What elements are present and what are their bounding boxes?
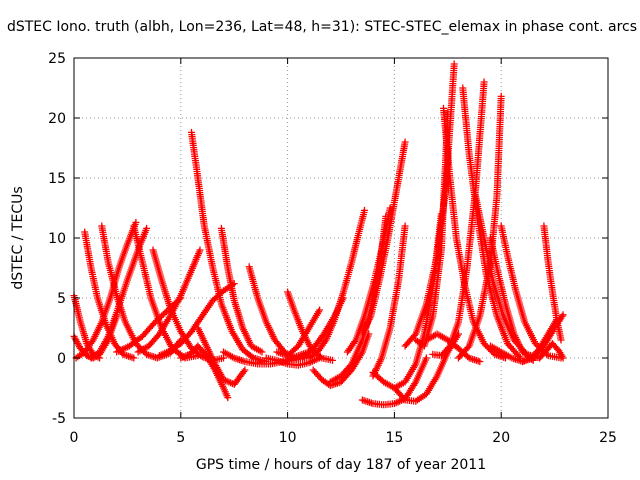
- data-series-21: [305, 206, 368, 362]
- data-series-27: [358, 354, 430, 409]
- series-markers: [113, 294, 185, 356]
- series-markers: [487, 234, 537, 364]
- data-series-41: [519, 316, 561, 366]
- data-series-24: [343, 204, 394, 356]
- series-markers: [540, 222, 565, 344]
- data-series-14: [217, 224, 266, 356]
- x-axis-label: GPS time / hours of day 187 of year 2011: [196, 457, 486, 473]
- series-markers: [305, 206, 368, 362]
- series-markers: [309, 330, 373, 390]
- data-series-5: [87, 224, 151, 362]
- data-series-13: [194, 324, 249, 388]
- data-series-10: [155, 280, 238, 360]
- y-axis-label: dSTEC / TECUs: [10, 186, 26, 289]
- x-tick-label: 15: [385, 430, 403, 446]
- y-tick-label: 5: [57, 291, 66, 307]
- data-series-25: [358, 138, 409, 338]
- data-series-22: [309, 330, 373, 390]
- series-markers: [343, 204, 394, 356]
- x-tick-label: 5: [176, 430, 185, 446]
- grid-layer: [74, 58, 608, 418]
- series-markers: [217, 224, 266, 356]
- chart-title: dSTEC Iono. truth (albh, Lon=236, Lat=48…: [7, 19, 637, 35]
- data-series-31: [412, 108, 452, 350]
- series-markers: [358, 138, 409, 338]
- series-markers: [262, 354, 324, 369]
- series-markers: [358, 354, 430, 409]
- series-markers: [369, 222, 409, 380]
- series-markers: [536, 340, 567, 362]
- x-tick-label: 0: [70, 430, 79, 446]
- data-series-11: [188, 128, 270, 366]
- data-series-19: [273, 306, 324, 360]
- x-tick-label: 25: [599, 430, 617, 446]
- series-markers: [87, 224, 151, 362]
- data-series-43: [536, 340, 567, 362]
- data-series-17: [262, 354, 324, 369]
- series-markers: [273, 306, 324, 360]
- y-tick-label: 25: [48, 51, 66, 67]
- x-tick-label: 10: [279, 430, 297, 446]
- data-series-42: [540, 222, 565, 344]
- data-layer: [70, 60, 567, 409]
- y-tick-label: 10: [48, 231, 66, 247]
- y-tick-label: -5: [52, 411, 66, 427]
- data-series-26: [369, 222, 409, 380]
- data-series-38: [487, 234, 537, 364]
- series-markers: [188, 128, 270, 366]
- series-markers: [519, 316, 561, 366]
- series-markers: [194, 324, 249, 388]
- series-markers: [412, 108, 452, 350]
- y-tick-label: 20: [48, 111, 66, 127]
- x-tick-label: 20: [492, 430, 510, 446]
- y-tick-label: 15: [48, 171, 66, 187]
- data-series-9: [113, 294, 185, 356]
- y-tick-label: 0: [57, 351, 66, 367]
- series-markers: [155, 280, 238, 360]
